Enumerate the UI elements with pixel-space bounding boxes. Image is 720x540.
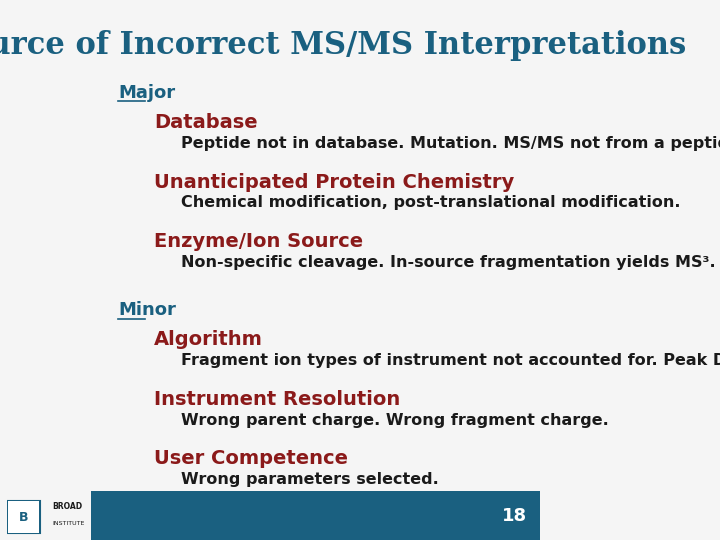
- Text: B: B: [19, 510, 28, 524]
- Text: Chemical modification, post-translational modification.: Chemical modification, post-translationa…: [181, 195, 680, 211]
- Text: Fragment ion types of instrument not accounted for. Peak Detection.: Fragment ion types of instrument not acc…: [181, 353, 720, 368]
- Text: Peptide not in database. Mutation. MS/MS not from a peptide.: Peptide not in database. Mutation. MS/MS…: [181, 136, 720, 151]
- Text: Database: Database: [154, 113, 258, 132]
- FancyBboxPatch shape: [8, 501, 39, 533]
- Text: 18: 18: [502, 507, 527, 525]
- Text: Enzyme/Ion Source: Enzyme/Ion Source: [154, 232, 363, 251]
- Text: Major: Major: [118, 84, 175, 102]
- Text: Instrument Resolution: Instrument Resolution: [154, 390, 400, 409]
- FancyBboxPatch shape: [91, 491, 540, 540]
- Text: INSTITUTE: INSTITUTE: [52, 521, 84, 525]
- Text: Non-specific cleavage. In-source fragmentation yields MS³.: Non-specific cleavage. In-source fragmen…: [181, 255, 716, 270]
- Text: Source of Incorrect MS/MS Interpretations: Source of Incorrect MS/MS Interpretation…: [0, 30, 686, 60]
- Text: Algorithm: Algorithm: [154, 330, 263, 349]
- Text: Unanticipated Protein Chemistry: Unanticipated Protein Chemistry: [154, 173, 514, 192]
- Text: User Competence: User Competence: [154, 449, 348, 468]
- Text: Wrong parameters selected.: Wrong parameters selected.: [181, 472, 438, 487]
- Text: Minor: Minor: [118, 301, 176, 319]
- Text: Wrong parent charge. Wrong fragment charge.: Wrong parent charge. Wrong fragment char…: [181, 413, 608, 428]
- Text: BROAD: BROAD: [52, 502, 82, 511]
